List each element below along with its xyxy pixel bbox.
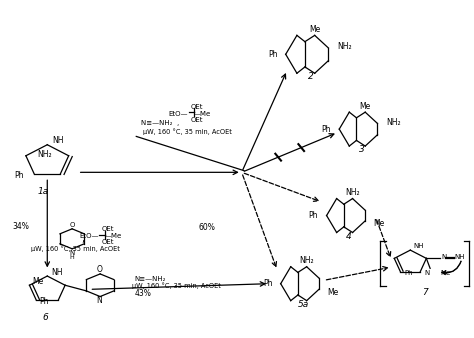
Text: 34%: 34% <box>12 222 29 231</box>
Text: μW, 160 °C, 35 min, AcOEt: μW, 160 °C, 35 min, AcOEt <box>31 245 120 252</box>
Text: 7: 7 <box>422 288 428 297</box>
Text: Me: Me <box>328 288 338 296</box>
Text: NH₂: NH₂ <box>386 118 401 127</box>
Text: EtO—: EtO— <box>79 233 99 239</box>
Text: N: N <box>425 270 430 276</box>
FancyArrowPatch shape <box>441 261 462 275</box>
Text: NH₂: NH₂ <box>345 188 360 197</box>
Text: 2: 2 <box>308 72 314 81</box>
Text: μW, 160 °C, 35 min, AcOEt: μW, 160 °C, 35 min, AcOEt <box>143 128 232 135</box>
Text: N: N <box>441 254 447 260</box>
Text: 60%: 60% <box>198 223 215 232</box>
Text: NH₂: NH₂ <box>337 43 352 51</box>
Text: —Me: —Me <box>105 233 122 239</box>
Text: 6: 6 <box>42 313 48 322</box>
Text: Ph: Ph <box>39 297 49 306</box>
Text: O: O <box>69 222 75 228</box>
Text: OEt: OEt <box>191 103 203 110</box>
Text: NH₂: NH₂ <box>37 150 52 159</box>
Text: Me: Me <box>309 25 320 34</box>
Text: NH: NH <box>413 243 424 249</box>
Text: N≡—NH₂: N≡—NH₂ <box>134 276 165 282</box>
Text: Me: Me <box>360 102 371 111</box>
Text: Me: Me <box>373 219 384 228</box>
Text: N: N <box>70 250 75 256</box>
Text: NH: NH <box>52 136 64 145</box>
Text: 4: 4 <box>346 232 352 241</box>
Text: H: H <box>70 255 74 260</box>
Text: μW, 160 °C, 35 min, AcOEt: μW, 160 °C, 35 min, AcOEt <box>132 283 220 289</box>
Text: 5a: 5a <box>298 300 309 309</box>
Text: Ph: Ph <box>268 50 277 59</box>
Text: 43%: 43% <box>135 289 152 298</box>
Text: Ph: Ph <box>321 125 331 134</box>
Text: NH₂: NH₂ <box>300 256 314 265</box>
Text: NH: NH <box>455 254 465 260</box>
Text: 3: 3 <box>359 145 365 154</box>
Text: Ph: Ph <box>404 270 413 276</box>
Text: OEt: OEt <box>102 226 114 232</box>
Text: OEt: OEt <box>102 239 114 245</box>
Text: Me: Me <box>32 277 43 286</box>
Text: NH: NH <box>51 268 63 276</box>
Text: N: N <box>96 296 102 305</box>
Text: EtO—: EtO— <box>168 111 188 117</box>
Text: 1a: 1a <box>38 187 49 195</box>
Text: Ph: Ph <box>14 171 24 180</box>
Text: —Me: —Me <box>194 111 211 117</box>
Text: ,: , <box>81 234 84 244</box>
Text: OEt: OEt <box>191 117 203 123</box>
Text: Me: Me <box>440 270 451 276</box>
Text: Ph: Ph <box>309 211 318 220</box>
Text: O: O <box>96 265 102 274</box>
Text: Ph: Ph <box>263 279 272 288</box>
Text: N≡—NH₂  ,: N≡—NH₂ , <box>141 120 179 126</box>
